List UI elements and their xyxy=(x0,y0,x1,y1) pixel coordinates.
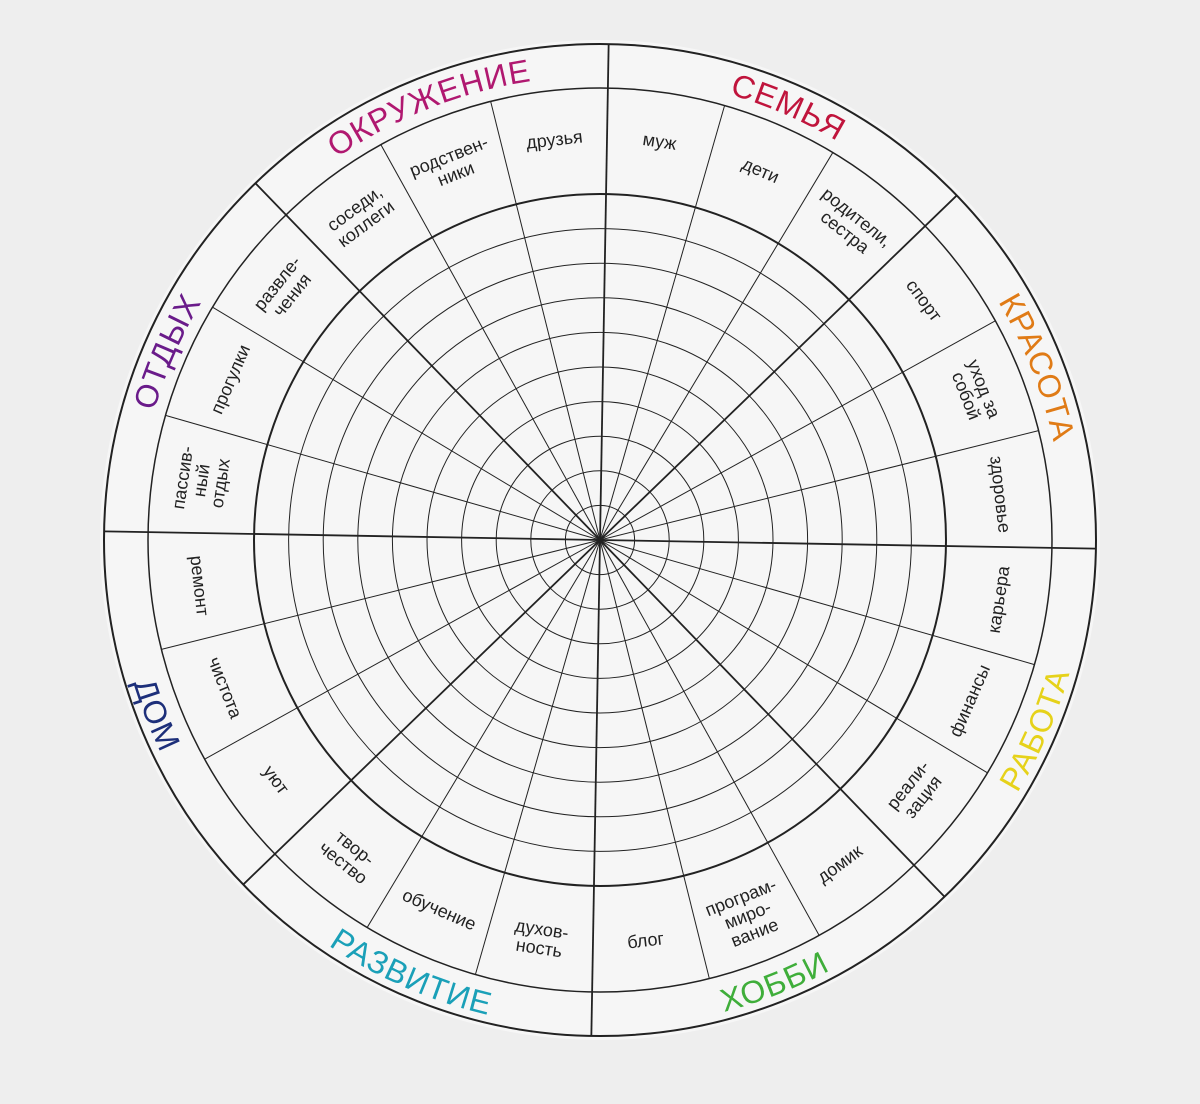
scale-ring xyxy=(461,401,739,679)
subsector-divider xyxy=(212,306,601,541)
category-divider xyxy=(599,539,946,898)
category-divider xyxy=(599,194,958,541)
category-divider xyxy=(599,44,610,541)
scale-ring xyxy=(288,228,912,852)
scale-ring xyxy=(357,297,843,783)
subsector-divider xyxy=(204,539,601,760)
subsector-divider xyxy=(165,414,601,541)
category-divider xyxy=(242,539,601,886)
subsector-divider xyxy=(599,152,834,541)
subsector-label-line: ный xyxy=(189,463,214,499)
subsector-divider xyxy=(599,320,996,541)
subsector-divider xyxy=(474,539,601,975)
scale-ring xyxy=(322,262,878,818)
subsector-divider xyxy=(599,539,1035,666)
category-divider xyxy=(254,182,601,541)
category-divider xyxy=(590,539,601,1036)
subsector-divider xyxy=(599,539,820,936)
scale-ring xyxy=(426,366,774,714)
category-divider xyxy=(599,539,1096,550)
subsector-label: блог xyxy=(626,928,665,952)
subsector-divider xyxy=(599,539,988,774)
middle-circle xyxy=(147,87,1053,993)
subsector-divider xyxy=(599,430,1039,541)
inner-circle xyxy=(253,193,947,887)
subsector-label-line: блог xyxy=(626,928,665,952)
subsector-label-line: муж xyxy=(641,129,677,154)
outer-circle xyxy=(103,43,1097,1037)
category-divider xyxy=(104,530,601,541)
subsector-label: духов-ность xyxy=(514,915,570,961)
subsector-label: програм-миро-вание xyxy=(702,874,781,951)
subsector-divider xyxy=(599,105,726,541)
subsector-divider xyxy=(490,101,601,541)
scale-ring xyxy=(530,470,670,610)
subsector-label: муж xyxy=(641,129,677,154)
scale-ring xyxy=(495,435,705,645)
subsector-divider xyxy=(366,539,601,928)
subsector-divider xyxy=(380,144,601,541)
subsector-divider xyxy=(599,539,710,979)
subsector-divider xyxy=(161,539,601,650)
scale-ring xyxy=(391,331,809,749)
